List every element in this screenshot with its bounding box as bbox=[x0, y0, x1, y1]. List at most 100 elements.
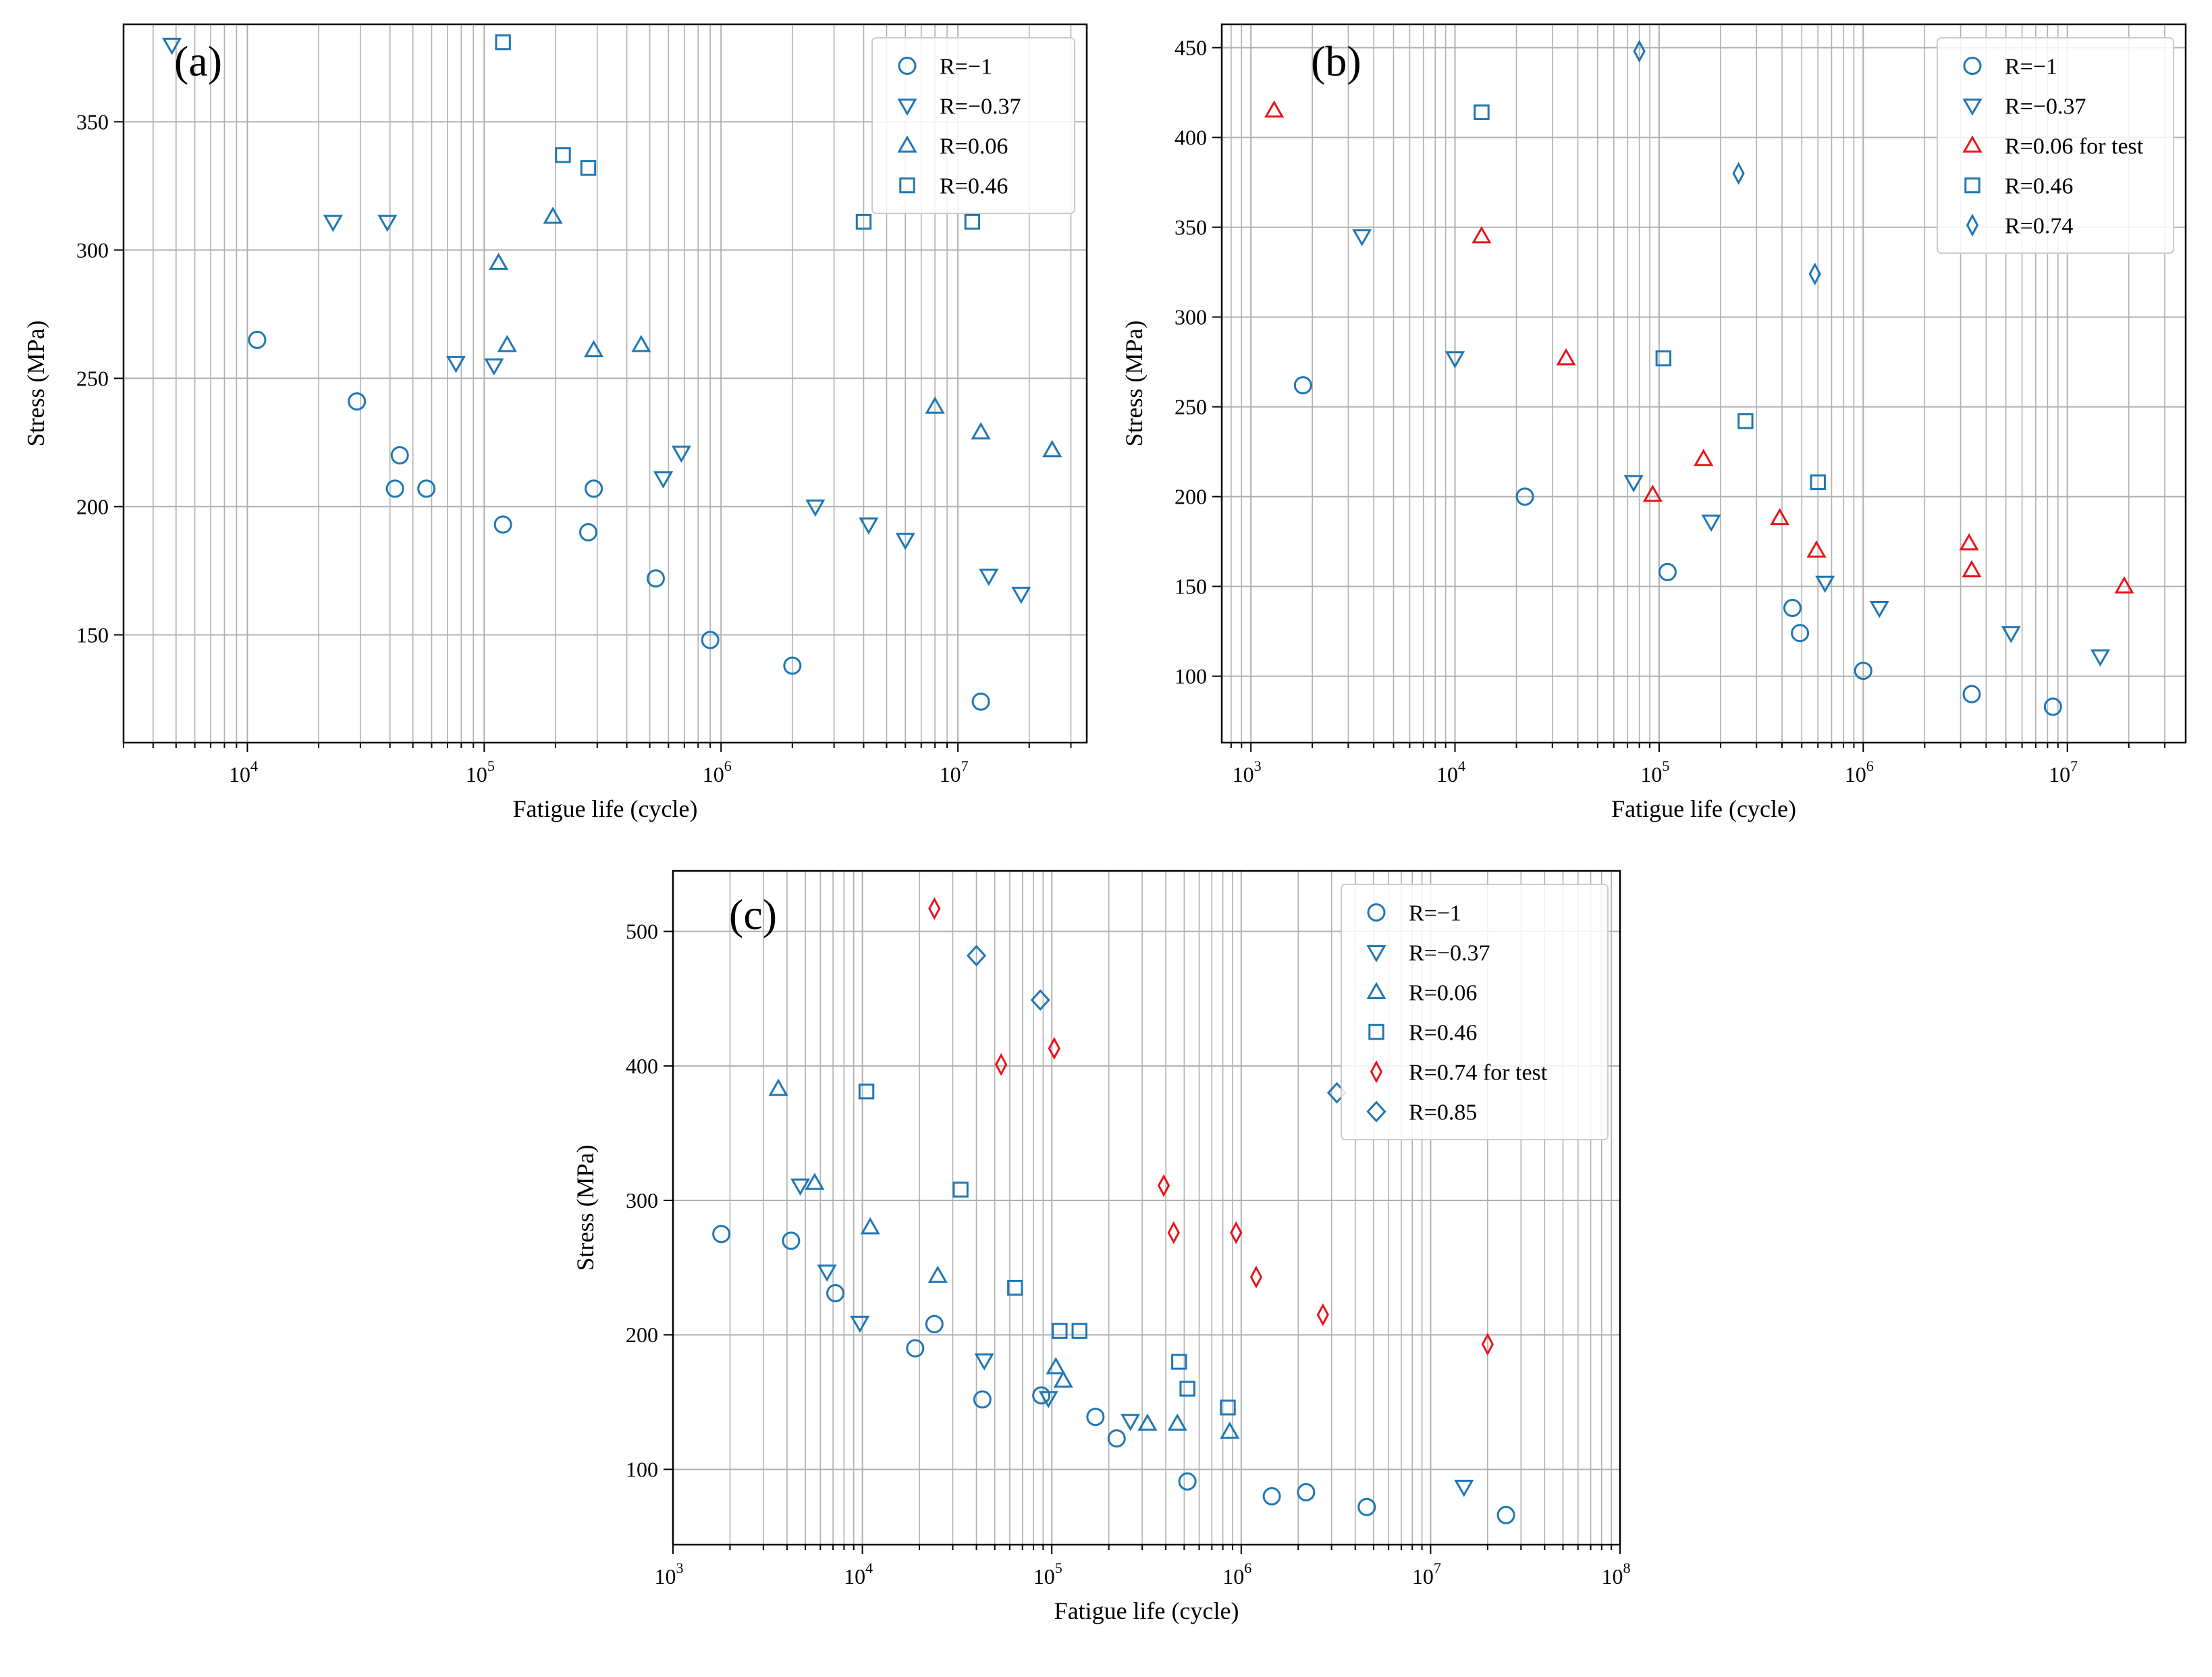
data-point bbox=[1962, 685, 1981, 703]
legend-marker bbox=[899, 177, 915, 194]
data-point bbox=[1783, 599, 1802, 617]
data-point bbox=[323, 215, 343, 232]
data-point bbox=[493, 515, 512, 534]
y-tick-label: 150 bbox=[76, 622, 109, 647]
legend-label: R=0.46 bbox=[1409, 1021, 1477, 1046]
panel-tag: (a) bbox=[174, 37, 222, 85]
legend-label: R=−1 bbox=[1409, 901, 1461, 926]
data-point bbox=[1053, 1370, 1073, 1388]
data-point bbox=[1007, 1279, 1023, 1296]
data-point bbox=[1496, 1506, 1515, 1524]
data-point bbox=[1297, 1483, 1316, 1501]
y-axis-label: Stress (MPa) bbox=[572, 1145, 599, 1271]
data-point bbox=[1357, 1497, 1376, 1516]
legend-box bbox=[1937, 37, 2174, 254]
data-point bbox=[1107, 1429, 1126, 1448]
y-tick-label: 100 bbox=[626, 1457, 658, 1481]
series-markers bbox=[1264, 39, 2134, 716]
legend-marker bbox=[1964, 177, 1980, 194]
data-point bbox=[1264, 100, 1285, 118]
y-axis-label: Stress (MPa) bbox=[22, 321, 49, 447]
data-point bbox=[1658, 562, 1677, 581]
data-point bbox=[1694, 448, 1714, 467]
data-point bbox=[631, 334, 651, 352]
data-point bbox=[966, 944, 987, 967]
data-point bbox=[1962, 560, 1982, 578]
data-point bbox=[1791, 624, 1810, 643]
x-tick-label: 104 bbox=[844, 1560, 873, 1589]
data-point bbox=[1052, 1323, 1068, 1339]
data-point bbox=[805, 1173, 825, 1190]
legend-marker bbox=[1366, 1100, 1386, 1123]
data-point bbox=[1810, 474, 1826, 490]
data-point bbox=[1249, 1265, 1263, 1289]
data-point bbox=[2114, 576, 2134, 594]
data-point bbox=[1472, 225, 1492, 244]
legend-marker bbox=[898, 57, 917, 75]
legend-label: R=0.74 for test bbox=[1409, 1061, 1548, 1086]
legend-label: R=0.46 bbox=[2005, 174, 2073, 199]
data-point bbox=[497, 334, 517, 352]
data-point bbox=[994, 1053, 1008, 1076]
data-point bbox=[855, 213, 872, 230]
x-tick-label: 103 bbox=[1233, 757, 1262, 787]
data-point bbox=[385, 479, 404, 498]
data-point bbox=[1032, 1386, 1051, 1405]
plot-frame bbox=[1220, 23, 2187, 744]
data-point bbox=[1481, 1333, 1494, 1356]
data-point bbox=[578, 523, 597, 541]
data-point bbox=[1011, 587, 1031, 604]
panel-c: 100 200 300 400 500 103 104 105 106 107 108 Fatigue… bbox=[572, 870, 1631, 1624]
legend: R=−1 R=−0.37 R=0.06 R=0.46 bbox=[871, 37, 1075, 214]
y-tick-label: 350 bbox=[1175, 215, 1207, 240]
data-point bbox=[1556, 348, 1576, 366]
legend: R=−1 R=−0.37 R=0.06 for test R=0.46 R=0.74 bbox=[1937, 37, 2174, 254]
data-point bbox=[701, 631, 720, 649]
data-point bbox=[1732, 161, 1745, 185]
data-point bbox=[2043, 697, 2062, 716]
data-point bbox=[1293, 376, 1312, 395]
grid bbox=[1222, 24, 2186, 743]
x-tick-label: 105 bbox=[1033, 1560, 1062, 1589]
legend-marker bbox=[1962, 99, 1982, 116]
data-point bbox=[1737, 413, 1754, 429]
x-tick-label: 105 bbox=[466, 757, 495, 787]
data-point bbox=[489, 252, 509, 270]
data-point bbox=[1869, 601, 1889, 618]
data-point bbox=[1137, 1413, 1158, 1431]
legend-label: R=0.06 bbox=[1409, 981, 1477, 1006]
data-point bbox=[1042, 440, 1062, 458]
panel-tag: (c) bbox=[729, 890, 777, 938]
y-tick-label: 350 bbox=[76, 109, 109, 134]
y-axis-label: Stress (MPa) bbox=[1121, 321, 1148, 447]
y-tick-label: 300 bbox=[1175, 305, 1207, 329]
data-point bbox=[2001, 626, 2021, 643]
data-point bbox=[1515, 487, 1534, 506]
y-tick-label: 200 bbox=[1175, 485, 1207, 509]
data-point bbox=[1048, 1036, 1060, 1060]
data-point bbox=[1086, 1408, 1105, 1427]
data-point bbox=[805, 499, 826, 517]
data-point bbox=[712, 1225, 731, 1244]
data-point bbox=[1623, 475, 1644, 493]
data-point bbox=[543, 206, 563, 224]
legend-marker bbox=[1370, 1060, 1383, 1084]
data-point bbox=[971, 692, 990, 711]
series-markers bbox=[162, 34, 1062, 711]
data-point bbox=[974, 1353, 994, 1371]
data-point bbox=[859, 517, 879, 535]
data-point bbox=[1808, 262, 1821, 286]
data-point bbox=[248, 330, 267, 349]
data-point bbox=[1316, 1303, 1329, 1327]
data-point bbox=[390, 446, 409, 464]
y-tick-label: 400 bbox=[626, 1054, 658, 1078]
data-point bbox=[653, 471, 674, 489]
plot-frame bbox=[122, 23, 1088, 744]
x-tick-label: 104 bbox=[1436, 757, 1465, 787]
series-markers bbox=[712, 897, 1515, 1524]
data-point bbox=[377, 215, 398, 232]
y-tick-label: 200 bbox=[76, 494, 109, 518]
data-point bbox=[1655, 350, 1672, 367]
y-tick-label: 400 bbox=[1175, 126, 1207, 150]
